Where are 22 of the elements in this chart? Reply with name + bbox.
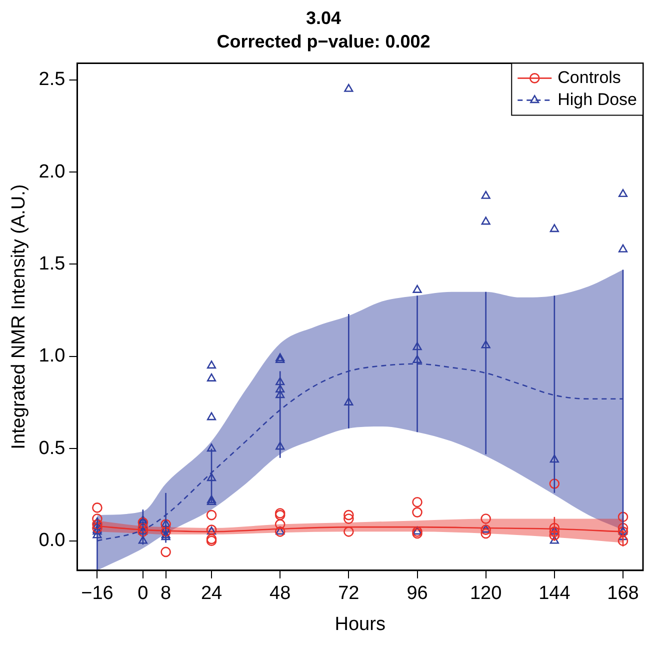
x-tick-label: 144 (538, 583, 571, 604)
y-tick-label: 1.5 (38, 253, 66, 274)
chart-subtitle: Corrected p−value: 0.002 (216, 31, 430, 52)
x-tick-label: 8 (160, 583, 172, 604)
y-tick-label: 2.5 (38, 69, 66, 90)
x-tick-label: 120 (470, 583, 502, 604)
y-tick-label: 2.0 (38, 161, 66, 182)
x-tick-label: 168 (607, 583, 639, 604)
x-tick-label: −16 (81, 583, 114, 604)
x-tick-label: 0 (138, 583, 148, 604)
x-tick-label: 48 (270, 583, 291, 604)
y-tick-label: 1.0 (38, 346, 66, 367)
x-axis-title: Hours (334, 614, 386, 635)
x-tick-label: 24 (200, 583, 223, 604)
legend-label: Controls (558, 68, 621, 87)
y-tick-label: 0.0 (38, 530, 66, 552)
chart-title: 3.04 (306, 8, 342, 28)
legend-label: High Dose (558, 90, 638, 109)
y-axis-title: Integrated NMR Intensity (A.U.) (8, 184, 30, 450)
x-tick-label: 96 (406, 583, 428, 604)
x-tick-label: 72 (338, 583, 360, 604)
y-tick-label: 0.5 (38, 438, 66, 459)
